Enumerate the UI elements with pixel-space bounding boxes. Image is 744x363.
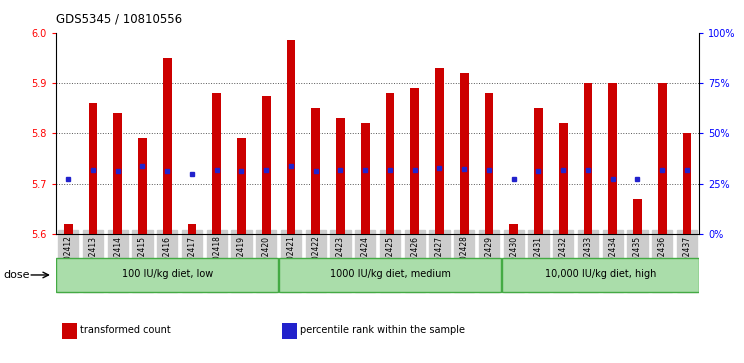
Bar bbox=[187, 224, 196, 234]
Bar bbox=[312, 108, 320, 234]
Bar bbox=[583, 83, 592, 234]
Bar bbox=[282, 323, 297, 339]
Bar bbox=[435, 68, 443, 234]
Bar bbox=[89, 103, 97, 234]
Bar bbox=[361, 123, 370, 234]
Bar bbox=[237, 138, 246, 234]
Text: percentile rank within the sample: percentile rank within the sample bbox=[301, 325, 466, 335]
Text: dose: dose bbox=[4, 270, 31, 280]
Bar bbox=[609, 83, 617, 234]
Text: 10,000 IU/kg diet, high: 10,000 IU/kg diet, high bbox=[545, 269, 656, 279]
Bar bbox=[336, 118, 344, 234]
Bar bbox=[534, 108, 543, 234]
Bar bbox=[57, 258, 278, 292]
Text: GDS5345 / 10810556: GDS5345 / 10810556 bbox=[56, 13, 182, 26]
Bar bbox=[559, 123, 568, 234]
Bar bbox=[138, 138, 147, 234]
Bar bbox=[633, 199, 642, 234]
Bar bbox=[502, 258, 699, 292]
Text: 1000 IU/kg diet, medium: 1000 IU/kg diet, medium bbox=[330, 269, 450, 279]
Bar bbox=[658, 83, 667, 234]
Bar bbox=[113, 113, 122, 234]
Bar bbox=[279, 258, 501, 292]
Bar bbox=[411, 88, 419, 234]
Bar bbox=[212, 93, 221, 234]
Bar bbox=[62, 323, 77, 339]
Bar bbox=[163, 58, 172, 234]
Bar bbox=[385, 93, 394, 234]
Bar bbox=[510, 224, 518, 234]
Bar bbox=[460, 73, 469, 234]
Bar bbox=[64, 224, 72, 234]
Bar bbox=[262, 95, 271, 234]
Bar bbox=[484, 93, 493, 234]
Bar bbox=[683, 134, 691, 234]
Text: 100 IU/kg diet, low: 100 IU/kg diet, low bbox=[121, 269, 213, 279]
Bar bbox=[286, 40, 295, 234]
Text: transformed count: transformed count bbox=[80, 325, 171, 335]
